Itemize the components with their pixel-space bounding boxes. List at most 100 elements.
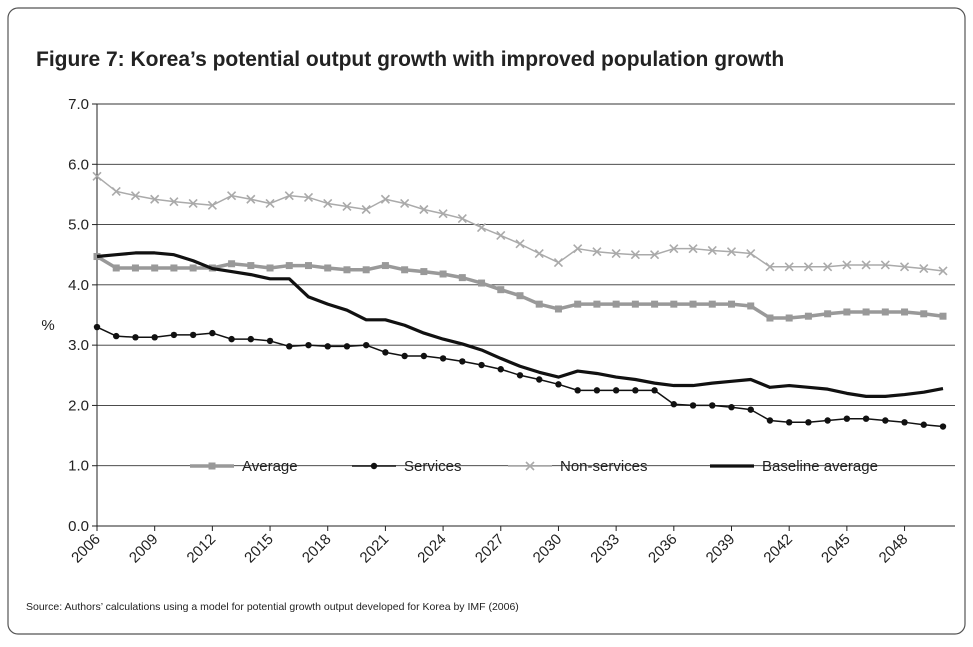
marker-circle	[862, 415, 870, 422]
marker-circle	[170, 331, 178, 339]
marker-x	[246, 194, 256, 204]
marker-square	[708, 300, 716, 308]
marker-circle	[766, 417, 774, 424]
marker-circle	[370, 462, 378, 470]
marker-square	[689, 300, 697, 308]
marker-circle	[882, 417, 889, 424]
marker-x	[861, 260, 871, 270]
marker-square	[93, 253, 101, 261]
marker-square	[728, 300, 735, 308]
marker-x	[419, 204, 429, 215]
marker-square	[593, 300, 601, 308]
marker-circle	[689, 402, 697, 409]
marker-square	[478, 279, 486, 287]
marker-circle	[113, 332, 120, 340]
marker-x	[880, 260, 890, 270]
marker-circle	[843, 415, 851, 422]
marker-circle	[728, 404, 735, 411]
marker-x	[688, 244, 698, 254]
marker-x	[573, 244, 583, 254]
marker-x	[150, 194, 160, 204]
marker-x	[650, 250, 660, 260]
marker-circle	[555, 381, 562, 388]
marker-circle	[612, 387, 620, 394]
marker-square	[554, 305, 562, 313]
series-line	[96, 251, 944, 398]
marker-x	[823, 262, 833, 272]
marker-circle	[574, 387, 581, 394]
marker-circle	[93, 323, 101, 331]
y-tick-label: 6.0	[68, 156, 89, 173]
marker-circle	[670, 401, 678, 408]
marker-circle	[805, 419, 812, 426]
marker-circle	[651, 387, 658, 394]
marker-circle	[362, 341, 370, 349]
marker-square	[804, 312, 812, 320]
marker-x	[265, 198, 275, 209]
marker-square	[939, 312, 947, 320]
marker-x	[726, 247, 737, 257]
marker-x	[457, 213, 467, 224]
marker-circle	[209, 329, 216, 337]
y-tick-label: 5.0	[68, 217, 89, 234]
marker-square	[612, 300, 620, 308]
y-tick-label: 1.0	[68, 458, 89, 475]
marker-square	[362, 266, 370, 274]
marker-x	[92, 171, 102, 181]
marker-square	[131, 264, 139, 272]
marker-circle	[324, 343, 331, 350]
marker-x	[130, 191, 141, 201]
marker-circle	[286, 343, 293, 350]
marker-x	[303, 192, 314, 203]
marker-x	[938, 266, 948, 276]
y-tick-label: 2.0	[68, 397, 89, 414]
marker-square	[766, 314, 774, 322]
y-tick-label: 7.0	[68, 96, 89, 113]
marker-circle	[747, 406, 754, 413]
marker-square	[670, 300, 678, 308]
marker-square	[420, 268, 428, 276]
marker-x	[553, 257, 564, 268]
marker-circle	[901, 419, 908, 426]
marker-x	[630, 250, 640, 260]
marker-square	[112, 264, 120, 272]
source-note: Source: Authors’ calculations using a mo…	[26, 601, 519, 613]
marker-x	[227, 191, 237, 201]
marker-x	[207, 200, 217, 210]
marker-x	[534, 248, 544, 259]
marker-x	[496, 230, 506, 240]
marker-circle	[266, 337, 274, 345]
y-axis-label: %	[41, 317, 54, 334]
marker-circle	[497, 366, 504, 373]
marker-x	[323, 198, 333, 209]
marker-circle	[439, 355, 447, 362]
marker-x	[111, 186, 121, 196]
marker-x	[400, 198, 410, 209]
legend-label: Baseline average	[762, 458, 878, 475]
marker-square	[285, 262, 293, 270]
marker-square	[785, 314, 793, 322]
marker-square	[535, 300, 543, 308]
marker-square	[458, 274, 466, 282]
marker-circle	[401, 352, 408, 360]
marker-x	[899, 262, 910, 272]
marker-circle	[151, 334, 158, 341]
marker-circle	[939, 423, 947, 430]
marker-x	[765, 262, 775, 272]
marker-square	[381, 262, 389, 270]
marker-x	[592, 247, 602, 257]
marker-x	[803, 262, 813, 272]
marker-x	[342, 201, 352, 212]
marker-square	[516, 292, 524, 300]
marker-circle	[920, 421, 927, 428]
marker-circle	[824, 417, 831, 424]
marker-circle	[132, 334, 139, 341]
marker-circle	[189, 331, 197, 339]
marker-square	[881, 308, 889, 316]
marker-square	[843, 308, 851, 316]
marker-circle	[536, 376, 543, 383]
marker-square	[574, 300, 582, 308]
marker-circle	[247, 335, 255, 343]
marker-square	[631, 300, 639, 308]
